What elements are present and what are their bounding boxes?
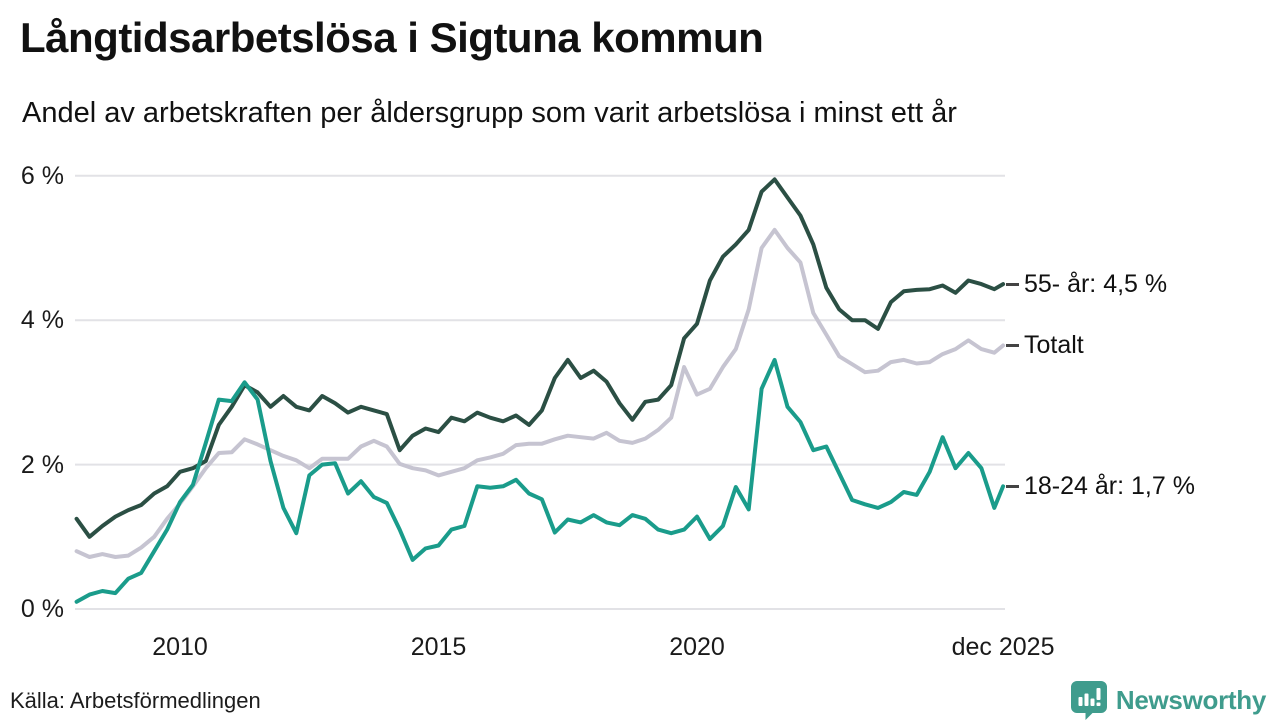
end-label-tick	[1006, 343, 1019, 347]
end-label-tick	[1006, 484, 1019, 488]
x-tick-2010: 2010	[152, 633, 208, 661]
brand-logo: Newsworthy	[1070, 680, 1266, 720]
x-tick-2020: 2020	[669, 633, 725, 661]
end-label-18-24-r: 18-24 år: 1,7 %	[1006, 470, 1195, 502]
chart-subtitle: Andel av arbetskraften per åldersgrupp s…	[22, 97, 957, 129]
newsworthy-pin-icon	[1070, 681, 1107, 720]
end-label-text: 55- år: 4,5 %	[1024, 270, 1168, 299]
y-tick-6: 6 %	[20, 161, 64, 190]
series-line-18-24-r	[74, 357, 1006, 604]
end-label-totalt: Totalt	[1006, 329, 1084, 361]
series-line-55-r	[74, 177, 1006, 539]
end-label-text: 18-24 år: 1,7 %	[1024, 472, 1195, 501]
brand-name: Newsworthy	[1115, 684, 1266, 715]
x-tick-2015: 2015	[410, 633, 467, 661]
end-label-55-r: 55- år: 4,5 %	[1006, 268, 1167, 300]
source-note: Källa: Arbetsförmedlingen	[10, 688, 261, 713]
series-line-totalt	[74, 227, 1006, 559]
end-label-tick	[1006, 282, 1019, 286]
y-tick-4: 4 %	[20, 306, 64, 335]
y-tick-2: 2 %	[20, 450, 64, 479]
page-title: Långtidsarbetslösa i Sigtuna kommun	[20, 14, 764, 61]
x-tick-dec-2025: dec 2025	[951, 633, 1055, 661]
y-tick-0: 0 %	[20, 595, 64, 623]
end-label-text: Totalt	[1024, 331, 1084, 360]
